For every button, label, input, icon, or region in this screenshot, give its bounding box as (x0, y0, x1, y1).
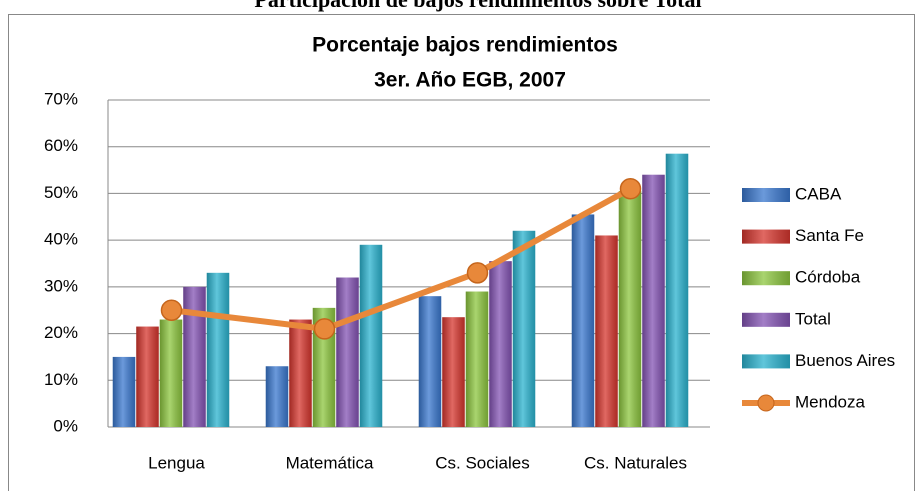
page-heading: Participación de bajos rendimientos sobr… (254, 0, 701, 12)
bar-shade (206, 272, 230, 427)
bar-shade (665, 153, 689, 427)
legend-label: CABA (795, 184, 842, 203)
chart-title: Porcentaje bajos rendimientos (312, 34, 618, 57)
y-tick-label: 70% (44, 89, 78, 108)
y-tick-label: 60% (44, 136, 78, 155)
line-marker (619, 178, 642, 200)
legend-swatch-shade (742, 354, 790, 369)
line-marker (313, 318, 336, 340)
bar-shade (512, 230, 536, 427)
legend-label: Santa Fe (795, 226, 864, 245)
bar-shade (618, 191, 642, 427)
legend-swatch-shade (742, 271, 790, 286)
bar-shade (595, 235, 618, 427)
x-tick-label: Cs. Sociales (435, 453, 529, 472)
legend-swatch-shade (742, 229, 790, 244)
bar-shade (159, 319, 183, 427)
bar-shade (642, 174, 665, 427)
y-tick-label: 10% (44, 370, 78, 389)
bar-shade (571, 214, 595, 427)
bar-shade (289, 319, 312, 427)
legend-label: Buenos Aires (795, 351, 895, 370)
y-tick-label: 50% (44, 183, 78, 202)
x-tick-label: Lengua (148, 453, 205, 472)
y-tick-label: 0% (53, 416, 78, 435)
bar-shade (359, 244, 383, 427)
y-tick-label: 20% (44, 323, 78, 342)
y-tick-label: 40% (44, 230, 78, 249)
bar-shade (112, 356, 136, 427)
line-marker (160, 299, 183, 321)
legend-label: Mendoza (795, 392, 865, 411)
bar-shade (418, 296, 442, 427)
x-tick-label: Cs. Naturales (584, 453, 687, 472)
bar-shade (336, 277, 359, 427)
line-marker (466, 262, 489, 284)
bar-shade (489, 261, 512, 427)
legend-label: Total (795, 309, 831, 328)
legend-swatch-shade (742, 312, 790, 327)
line (171, 186, 632, 332)
bar-shade (465, 291, 489, 427)
bar-shade (265, 366, 289, 427)
bar-shade (442, 317, 465, 427)
chart-subtitle: 3er. Año EGB, 2007 (374, 69, 566, 92)
legend-swatch-shade (742, 188, 790, 202)
bar-shade (136, 326, 159, 427)
legend-marker (757, 394, 775, 412)
x-tick-label: Matemática (286, 453, 374, 472)
bar-shade (183, 286, 206, 427)
y-tick-label: 30% (44, 276, 78, 295)
legend-label: Córdoba (795, 268, 861, 287)
